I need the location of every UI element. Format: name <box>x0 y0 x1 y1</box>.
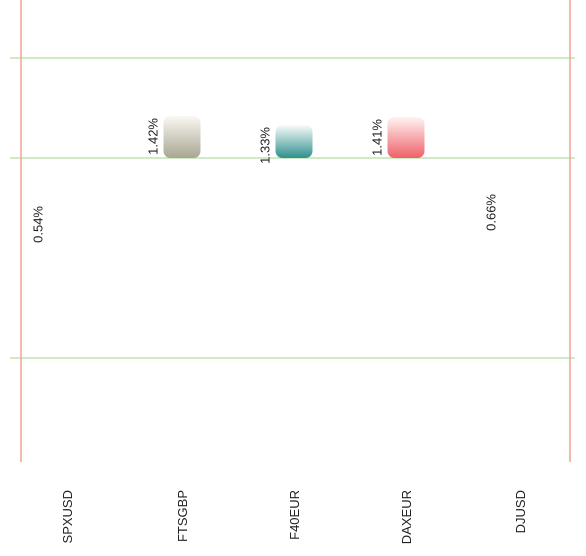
x-tick-label-daxeur: DAXEUR <box>399 490 414 544</box>
x-tick-label-ftsgbp: FTSGBP <box>175 490 190 542</box>
value-labels: 0.54% 1.42% 1.33% 1.41% 0.66% <box>31 118 499 243</box>
bar-daxeur <box>387 117 425 158</box>
value-label-djusd: 0.66% <box>484 194 499 231</box>
value-label-ftsgbp: 1.42% <box>146 118 161 155</box>
value-label-daxeur: 1.41% <box>370 119 385 156</box>
chart-frame <box>20 0 571 462</box>
x-tick-label-spxusd: SPXUSD <box>60 490 75 543</box>
bars <box>163 116 425 158</box>
value-label-spxusd: 0.54% <box>31 206 46 243</box>
bar-ftsgbp <box>163 116 201 158</box>
x-tick-label-djusd: DJUSD <box>513 490 528 533</box>
bar-f40eur <box>275 125 313 158</box>
x-axis-tick-labels: SPXUSD FTSGBP F40EUR DAXEUR DJUSD <box>60 490 528 544</box>
x-tick-label-f40eur: F40EUR <box>287 490 302 540</box>
value-label-f40eur: 1.33% <box>258 127 273 164</box>
